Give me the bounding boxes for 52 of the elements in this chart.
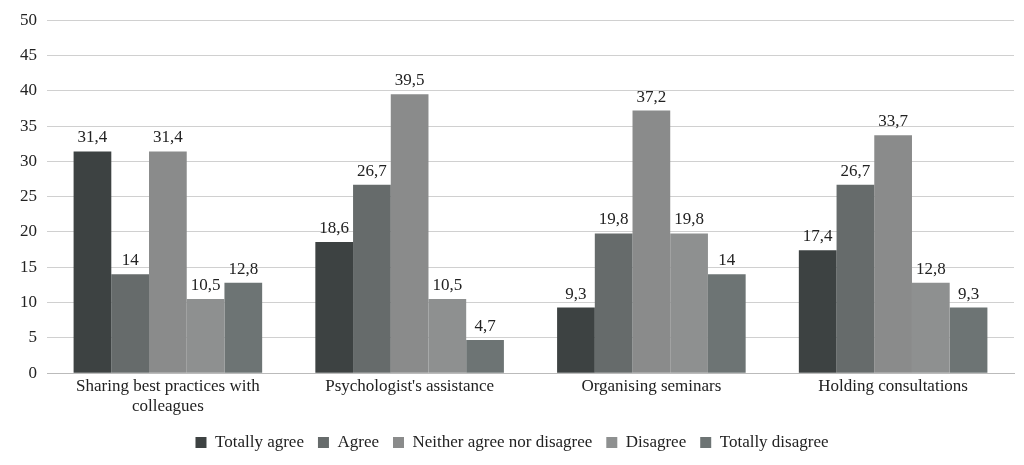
y-tick-label: 0 bbox=[28, 362, 37, 382]
legend-label: Disagree bbox=[625, 431, 687, 451]
data-label: 31,4 bbox=[77, 127, 108, 147]
bar bbox=[798, 250, 837, 373]
data-label: 12,8 bbox=[228, 258, 259, 278]
data-label: 18,6 bbox=[319, 217, 350, 237]
legend-label: Totally disagree bbox=[719, 431, 829, 451]
bar bbox=[73, 151, 112, 373]
y-tick-label: 35 bbox=[20, 115, 37, 135]
data-label: 19,8 bbox=[598, 209, 629, 229]
y-tick-label: 40 bbox=[20, 80, 37, 100]
data-label: 37,2 bbox=[636, 86, 667, 106]
data-label: 4,7 bbox=[474, 315, 497, 335]
legend-label: Agree bbox=[337, 431, 379, 451]
data-label: 12,8 bbox=[915, 258, 946, 278]
bar bbox=[707, 274, 746, 373]
bar bbox=[224, 282, 263, 373]
x-tick-label: Organising seminars bbox=[581, 375, 722, 395]
bar bbox=[557, 307, 595, 373]
x-tick-label: Psychologist's assistance bbox=[325, 375, 495, 395]
bar bbox=[315, 241, 354, 373]
x-tick-label: Sharing best practices with colleagues bbox=[76, 375, 261, 416]
legend-label: Totally agree bbox=[214, 431, 304, 451]
legend-label: Neither agree nor disagree bbox=[412, 431, 593, 451]
data-label: 14 bbox=[718, 250, 736, 270]
data-label: 39,5 bbox=[394, 70, 425, 90]
y-tick-label: 20 bbox=[20, 221, 37, 241]
y-tick-label: 10 bbox=[20, 292, 37, 312]
bar bbox=[111, 274, 150, 373]
y-tick-label: 25 bbox=[20, 186, 37, 206]
data-label: 17,4 bbox=[802, 226, 834, 246]
data-label: 26,7 bbox=[357, 160, 388, 180]
y-tick-label: 15 bbox=[20, 256, 37, 276]
data-label: 14 bbox=[121, 250, 140, 270]
y-tick-label: 30 bbox=[20, 150, 37, 170]
y-tick-label: 50 bbox=[20, 9, 37, 29]
x-tick-label: Holding consultations bbox=[818, 375, 968, 395]
y-tick-label: 45 bbox=[20, 44, 37, 64]
data-label: 33,7 bbox=[878, 111, 909, 131]
data-label: 9,3 bbox=[565, 283, 587, 303]
y-tick-label: 5 bbox=[28, 327, 37, 347]
bar bbox=[594, 233, 633, 373]
bar bbox=[466, 340, 504, 373]
data-label: 10,5 bbox=[432, 275, 463, 295]
data-label: 19,8 bbox=[674, 209, 704, 229]
data-label: 9,3 bbox=[957, 283, 980, 303]
bar bbox=[836, 184, 875, 373]
data-label: 31,4 bbox=[153, 127, 184, 147]
data-label: 26,7 bbox=[840, 160, 871, 180]
bar bbox=[353, 184, 391, 373]
data-label: 10,5 bbox=[190, 275, 221, 295]
bar bbox=[949, 307, 988, 373]
